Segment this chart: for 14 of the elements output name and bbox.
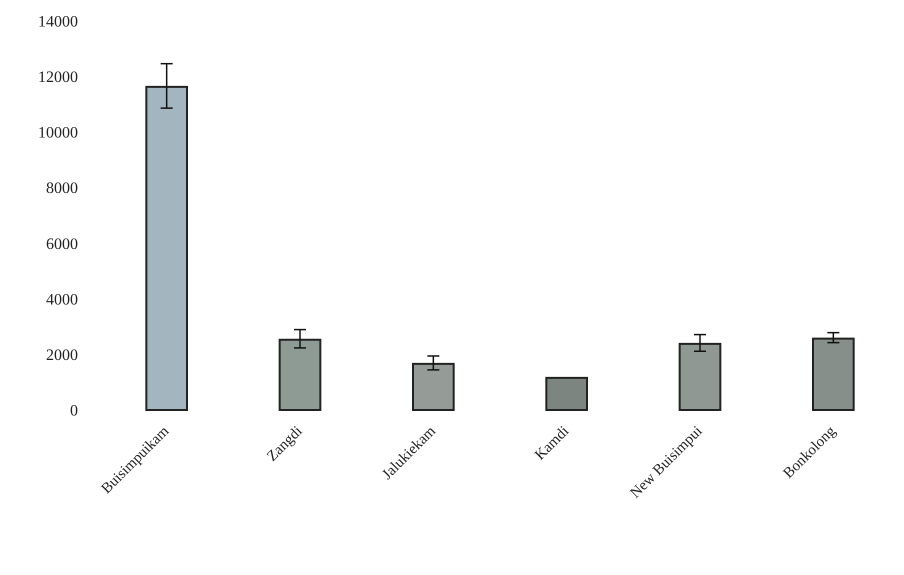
y-tick-label: 4000 xyxy=(46,291,78,308)
y-tick-label: 12000 xyxy=(38,69,78,86)
bar xyxy=(145,86,188,411)
bar xyxy=(678,342,722,411)
y-tick-label: 6000 xyxy=(46,236,78,253)
y-tick-label: 10000 xyxy=(38,124,78,142)
y-tick-label: 2000 xyxy=(46,346,78,364)
y-tick-label: 14000 xyxy=(38,14,78,30)
y-tick-label: 8000 xyxy=(46,180,78,198)
y-tick-label: 0 xyxy=(70,402,78,420)
bar xyxy=(812,338,855,411)
bar xyxy=(545,376,588,411)
bar xyxy=(412,362,455,411)
bar xyxy=(278,338,322,411)
